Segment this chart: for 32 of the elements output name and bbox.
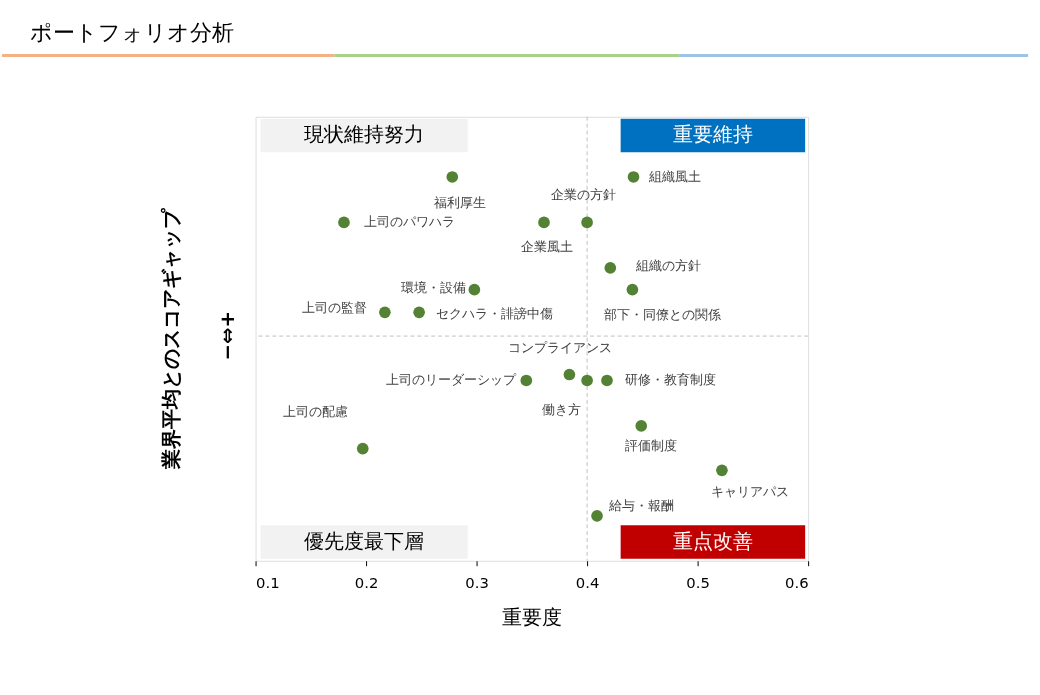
annotation: 企業の方針 bbox=[550, 186, 616, 202]
text: 重点改善 bbox=[672, 529, 753, 553]
annotation: 環境・設備 bbox=[401, 279, 467, 295]
x-tick-label: 0.5 bbox=[686, 573, 710, 591]
annotation: 上司の配慮 bbox=[282, 404, 348, 420]
annotation: 企業風土 bbox=[520, 239, 573, 255]
annotation: 部下・同僚との関係 bbox=[603, 307, 721, 323]
chart-title: ポートフォリオ分析 bbox=[29, 19, 234, 45]
text: 重要維持 bbox=[672, 123, 753, 147]
x-tick-label: 0.3 bbox=[465, 573, 489, 591]
y-axis-title: 業界平均とのスコアギャップ bbox=[160, 208, 184, 471]
x-tick-label: 0.4 bbox=[575, 573, 600, 591]
annotation: 研修・教育制度 bbox=[624, 372, 716, 388]
annotation: セクハラ・誹謗中傷 bbox=[435, 306, 553, 322]
annotation: 組織の方針 bbox=[634, 257, 701, 273]
annotation: 福利厚生 bbox=[434, 194, 487, 210]
text: 現状維持努力 bbox=[304, 123, 425, 147]
x-axis-title: 重要度 bbox=[502, 606, 563, 630]
annotation: 働き方 bbox=[541, 402, 581, 418]
x-tick-label: 0.6 bbox=[785, 573, 809, 591]
text: 優先度最下層 bbox=[304, 529, 425, 553]
annotation: 評価制度 bbox=[625, 437, 678, 453]
x-tick-label: 0.2 bbox=[354, 573, 379, 591]
x-tick-label: 0.1 bbox=[256, 573, 280, 591]
annotation: 上司のパワハラ bbox=[363, 214, 455, 230]
annotation: 組織風土 bbox=[648, 168, 702, 184]
annotation: キャリアパス bbox=[710, 484, 789, 499]
text: −⇔+ bbox=[215, 311, 239, 361]
annotation: 上司のリーダーシップ bbox=[386, 372, 518, 388]
annotation: 上司の監督 bbox=[302, 300, 368, 316]
annotation: 給与・報酬 bbox=[607, 497, 674, 513]
annotation: コンプライアンス bbox=[507, 339, 612, 355]
